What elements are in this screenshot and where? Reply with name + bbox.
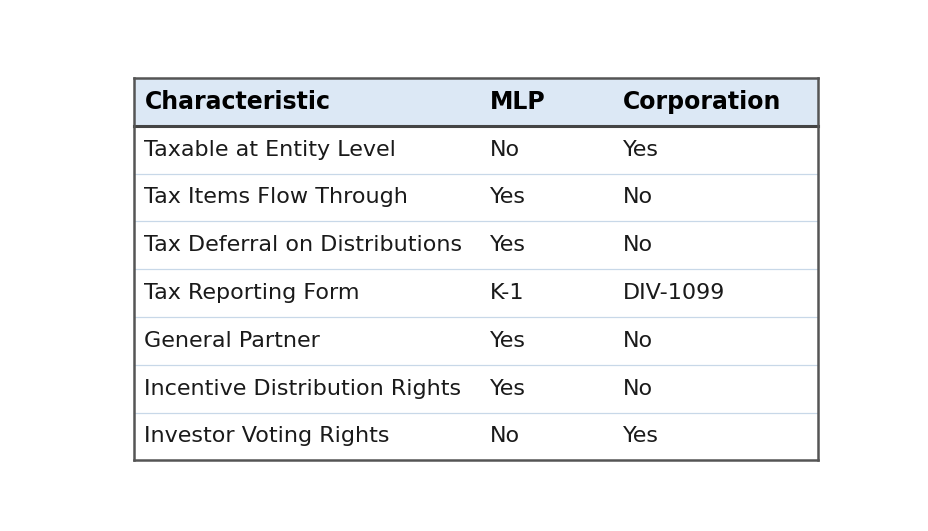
Text: No: No	[489, 140, 520, 160]
Text: Yes: Yes	[623, 140, 659, 160]
Bar	[134, 365, 818, 413]
Text: Characteristic: Characteristic	[144, 90, 330, 114]
Text: No: No	[623, 235, 652, 255]
Text: Tax Reporting Form: Tax Reporting Form	[144, 283, 359, 303]
Text: Yes: Yes	[489, 331, 525, 351]
Text: Yes: Yes	[489, 235, 525, 255]
Bar	[134, 221, 818, 269]
Text: MLP: MLP	[489, 90, 545, 114]
Text: DIV-1099: DIV-1099	[623, 283, 725, 303]
Text: K-1: K-1	[489, 283, 523, 303]
Text: Investor Voting Rights: Investor Voting Rights	[144, 426, 390, 447]
Bar	[134, 413, 818, 460]
Text: General Partner: General Partner	[144, 331, 320, 351]
Bar	[134, 269, 818, 317]
Bar	[134, 317, 818, 365]
Text: Tax Deferral on Distributions: Tax Deferral on Distributions	[144, 235, 462, 255]
Text: No: No	[489, 426, 520, 447]
Text: No: No	[623, 187, 652, 208]
Text: No: No	[623, 331, 652, 351]
Text: Yes: Yes	[623, 426, 659, 447]
Bar	[134, 78, 818, 126]
Text: Yes: Yes	[489, 379, 525, 399]
Bar	[134, 174, 818, 221]
Text: Yes: Yes	[489, 187, 525, 208]
Text: Incentive Distribution Rights: Incentive Distribution Rights	[144, 379, 461, 399]
Bar	[134, 126, 818, 174]
Text: Tax Items Flow Through: Tax Items Flow Through	[144, 187, 407, 208]
Text: Taxable at Entity Level: Taxable at Entity Level	[144, 140, 396, 160]
Text: No: No	[623, 379, 652, 399]
Text: Corporation: Corporation	[623, 90, 780, 114]
